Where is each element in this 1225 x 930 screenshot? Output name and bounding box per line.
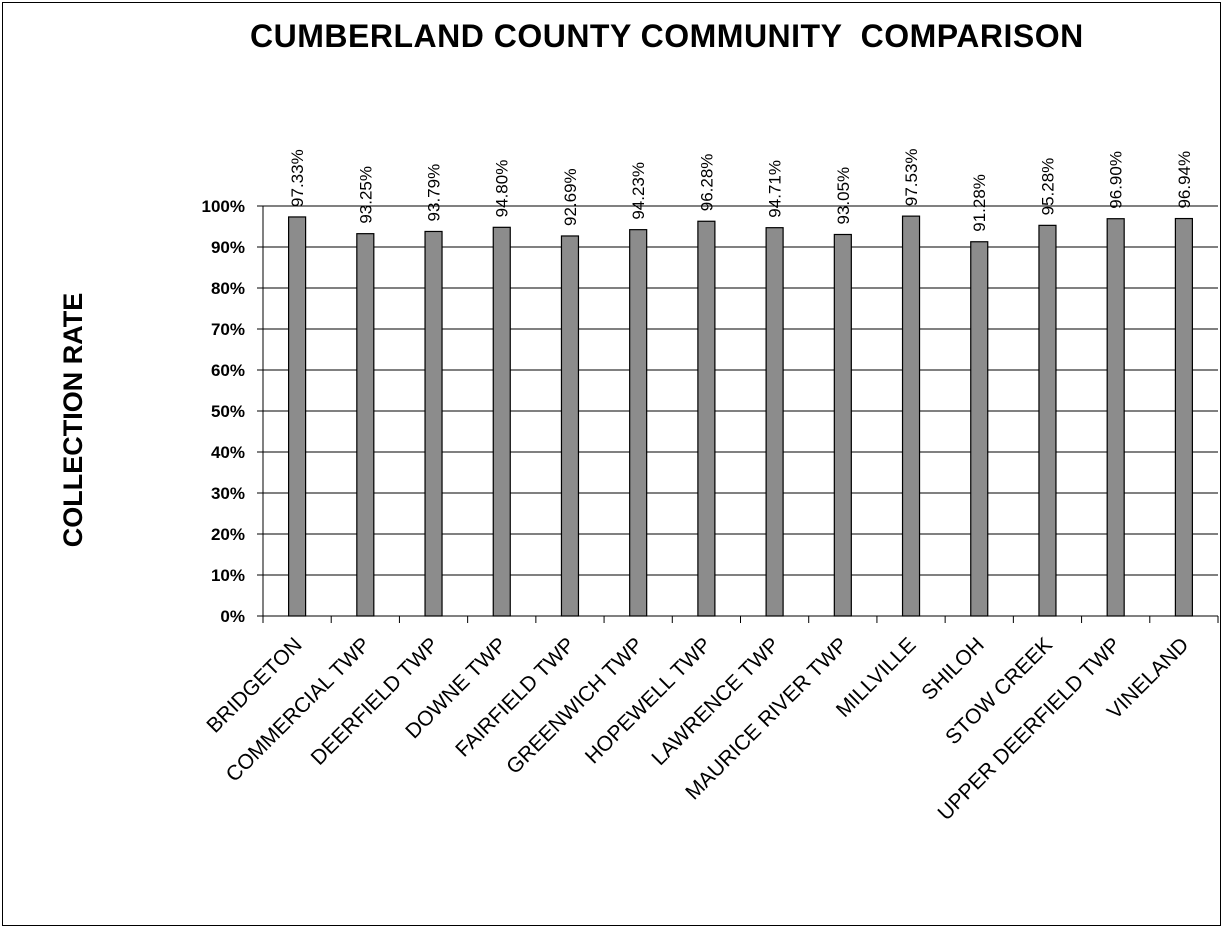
data-label: 95.28% <box>1038 158 1057 216</box>
y-tick-label: 90% <box>211 238 245 257</box>
data-label: 97.53% <box>902 148 921 206</box>
y-tick-label: 60% <box>211 361 245 380</box>
bar <box>629 229 648 617</box>
y-axis-label: COLLECTION RATE <box>58 293 88 547</box>
bar <box>1174 217 1193 617</box>
bar <box>697 220 716 617</box>
category-label: HOPEWELL TWP <box>581 633 716 768</box>
bar <box>1106 218 1125 617</box>
data-label: 94.23% <box>629 162 648 220</box>
bar <box>560 235 580 617</box>
bar <box>970 241 989 617</box>
data-label: 96.90% <box>1107 151 1126 209</box>
bar <box>288 216 307 617</box>
data-label: 93.05% <box>834 167 853 225</box>
chart-title: CUMBERLAND COUNTY COMMUNITY COMPARISON <box>250 18 1084 54</box>
data-label: 93.25% <box>356 166 375 224</box>
bar <box>356 233 375 617</box>
category-label: FAIRFIELD TWP <box>451 633 579 761</box>
bar <box>833 233 852 617</box>
y-tick-label: 50% <box>211 402 245 421</box>
data-label: 94.80% <box>493 160 512 218</box>
y-tick-label: 70% <box>211 320 245 339</box>
y-tick-label: 80% <box>211 279 245 298</box>
y-tick-label: 40% <box>211 443 245 462</box>
category-label: LAWRENCE TWP <box>647 633 784 770</box>
data-label: 91.28% <box>970 174 989 232</box>
data-label: 93.79% <box>425 164 444 222</box>
bar <box>1038 224 1057 617</box>
y-tick-label: 10% <box>211 566 245 585</box>
y-tick-label: 30% <box>211 484 245 503</box>
data-label: 96.28% <box>697 154 716 212</box>
y-tick-label: 20% <box>211 525 245 544</box>
bar <box>424 230 443 617</box>
data-label: 96.94% <box>1175 151 1194 209</box>
data-label: 92.69% <box>561 168 580 226</box>
data-label: 94.71% <box>766 160 785 218</box>
y-tick-label: 0% <box>220 607 245 626</box>
category-label: SHILOH <box>917 633 989 705</box>
category-label: DEERFIELD TWP <box>307 633 443 769</box>
y-tick-label: 100% <box>202 197 245 216</box>
bar <box>492 226 511 617</box>
data-label: 97.33% <box>288 149 307 207</box>
bar <box>901 215 921 617</box>
bar <box>765 227 784 617</box>
